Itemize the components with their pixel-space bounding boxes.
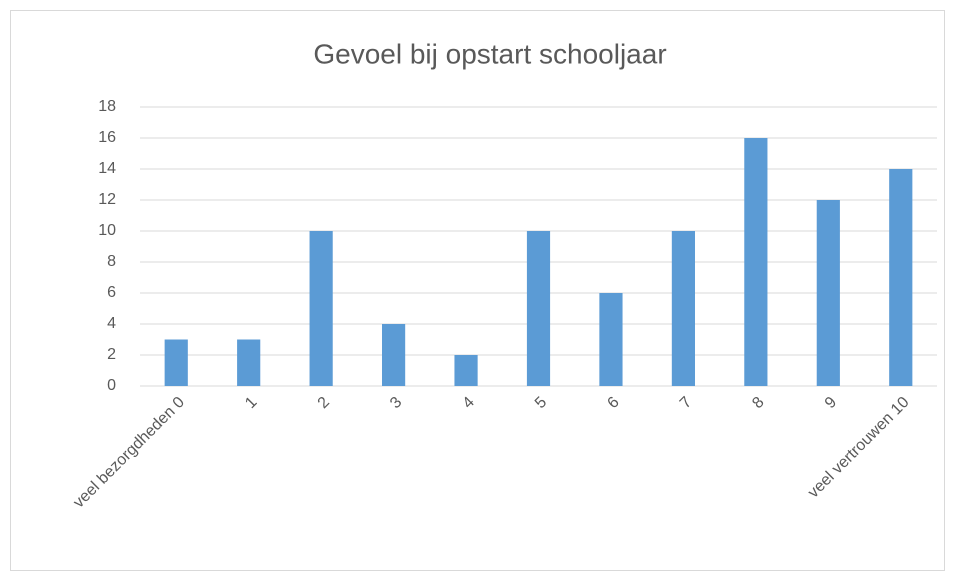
bar	[454, 355, 478, 386]
y-tick-label: 4	[107, 315, 116, 332]
y-tick-label: 6	[107, 284, 116, 301]
bar	[744, 138, 768, 386]
bar	[889, 169, 913, 386]
y-tick-label: 0	[107, 377, 116, 394]
y-tick-label: 2	[107, 346, 116, 363]
bar	[237, 339, 261, 386]
bar	[526, 231, 551, 386]
y-tick-label: 14	[98, 160, 116, 177]
chart-title: Gevoel bij opstart schooljaar	[313, 38, 666, 69]
bar	[671, 231, 696, 386]
bar	[599, 293, 623, 386]
bar	[816, 200, 840, 386]
y-tick-label: 8	[107, 253, 116, 270]
y-tick-label: 18	[98, 98, 116, 115]
chart-border	[10, 10, 945, 571]
bar	[309, 231, 333, 386]
bar	[164, 339, 188, 386]
y-tick-label: 16	[98, 129, 116, 146]
bar	[381, 324, 406, 386]
y-tick-label: 10	[98, 222, 116, 239]
y-tick-label: 12	[98, 191, 116, 208]
